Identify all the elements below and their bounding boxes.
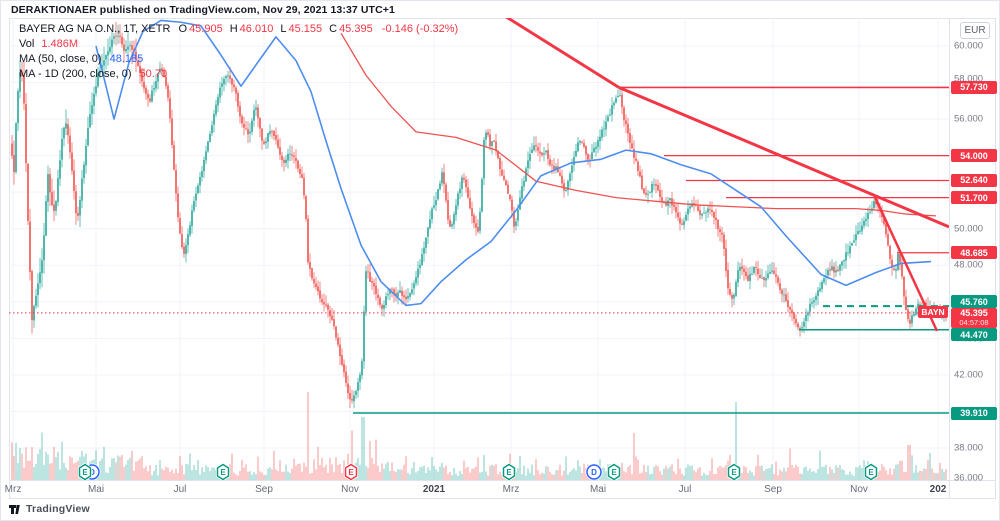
earnings-marker-icon: E (78, 462, 92, 480)
dividends-marker-icon: D (585, 463, 603, 480)
symbol-exchange: XETR (141, 23, 171, 35)
time-scale-label: 2021 (422, 484, 446, 495)
tradingview-logo-icon (9, 504, 20, 514)
ma50-line (95, 19, 932, 307)
legend-ma200-row[interactable]: MA - 1D (200, close, 0) 50.70 (19, 67, 458, 82)
svg-text:E: E (506, 468, 512, 477)
price-level-label: 57.730 (951, 80, 997, 94)
ma50-label: MA (50, close, 0) (19, 53, 102, 65)
price-scale-label: 58.000 (954, 73, 984, 85)
ma50-value: 48.185 (109, 53, 144, 65)
time-scale-label: Nov (850, 484, 868, 495)
earnings-marker-icon: E (607, 462, 621, 480)
legend-ma50-row[interactable]: MA (50, close, 0) 48.185 (19, 52, 458, 67)
price-scale-label: 36.000 (954, 472, 984, 484)
tradingview-logo[interactable]: TradingView (9, 503, 90, 515)
symbol-interval: 1T, (123, 23, 139, 35)
svg-text:D: D (591, 468, 597, 477)
ma200-value: 50.70 (139, 68, 168, 80)
time-axis[interactable]: Mrz Mai Jul Sep Nov 2021 Mrz Mai Jul Sep Nov 202 (1, 481, 999, 499)
time-scale-label: Jul (678, 484, 692, 495)
trendline (618, 86, 949, 229)
open-value: 45.905 (189, 23, 223, 35)
close-value: 45.395 (339, 23, 373, 35)
legend-symbol-row[interactable]: BAYER AG NA O.N., 1T, XETR O 45.905 H 46.01… (19, 22, 458, 37)
currency-unit-button[interactable]: EUR (960, 22, 990, 39)
price-level-label: 45.760 (951, 295, 997, 308)
time-scale-label: Mrz (4, 484, 22, 495)
publisher-line: DERAKTIONAER published on TradingView.co… (11, 4, 395, 16)
svg-text:E: E (731, 468, 737, 477)
last-price-label: 45.395 04:57:08 (951, 308, 997, 328)
price-scale-label: 50.000 (954, 223, 984, 235)
price-scale-label: 48.000 (954, 259, 984, 271)
price-axis[interactable]: 60.00058.00056.00052.00050.00048.00044.0… (950, 18, 999, 484)
time-scale-label: Mrz (502, 484, 520, 495)
symbol-legend[interactable]: BAYER AG NA O.N., 1T, XETR O 45.905 H 46.01… (19, 22, 458, 82)
trendline (505, 18, 620, 89)
symbol-price-tag: BAYN (918, 306, 948, 318)
earnings-marker-icon: E (502, 462, 516, 480)
svg-text:E: E (348, 468, 354, 477)
footer-bar: TradingView (1, 499, 999, 520)
price-scale-label: 60.000 (954, 40, 984, 52)
time-scale-label: Sep (764, 484, 782, 495)
time-axis-separator (9, 480, 996, 481)
svg-text:D: D (89, 468, 95, 477)
earnings-marker-icon: E (344, 462, 358, 480)
legend-volume-row[interactable]: Vol 1.486M (19, 37, 458, 52)
price-level-label: 52.640 (951, 173, 997, 187)
svg-text:E: E (611, 468, 617, 477)
time-scale-label: Sep (255, 484, 273, 495)
price-chart-canvas[interactable]: DEEEEDEEE (9, 18, 949, 480)
price-level-label: 39.910 (951, 406, 997, 420)
earnings-marker-icon: E (864, 462, 878, 480)
volume-label: Vol (19, 38, 35, 50)
change-value: -0.146 (-0.32%) (381, 23, 459, 35)
ohlc-values: O 45.905 H 46.010 L 45.155 C 45.395 (178, 23, 373, 35)
earnings-marker-icon: E (727, 462, 741, 480)
ma200-line (340, 32, 937, 217)
volume-value: 1.486M (41, 38, 79, 50)
high-value: 46.010 (239, 23, 274, 35)
svg-text:E: E (220, 468, 226, 477)
time-scale-label: 202 (929, 484, 947, 495)
price-axis-separator (949, 18, 950, 499)
symbol-name: BAYER AG NA O.N., (19, 23, 121, 35)
price-level-label: 48.685 (951, 246, 997, 260)
time-scale-label: Jul (173, 484, 187, 495)
low-value: 45.155 (288, 23, 323, 35)
price-level-label: 51.700 (951, 191, 997, 205)
price-level-label: 54.000 (951, 149, 997, 163)
price-scale-label: 42.000 (954, 369, 984, 381)
price-scale-label: 38.000 (954, 442, 984, 454)
svg-text:E: E (82, 468, 88, 477)
price-scale-label: 56.000 (954, 113, 984, 125)
earnings-marker-icon: E (216, 462, 230, 480)
time-scale-label: Nov (341, 484, 359, 495)
time-scale-label: Mai (87, 484, 105, 495)
tradingview-logo-text: TradingView (26, 503, 90, 515)
price-level-label: 44.470 (951, 328, 997, 341)
time-scale-label: Mai (589, 484, 607, 495)
ma200-label: MA - 1D (200, close, 0) (19, 68, 132, 80)
svg-text:E: E (868, 468, 874, 477)
volume-bars (11, 392, 947, 480)
